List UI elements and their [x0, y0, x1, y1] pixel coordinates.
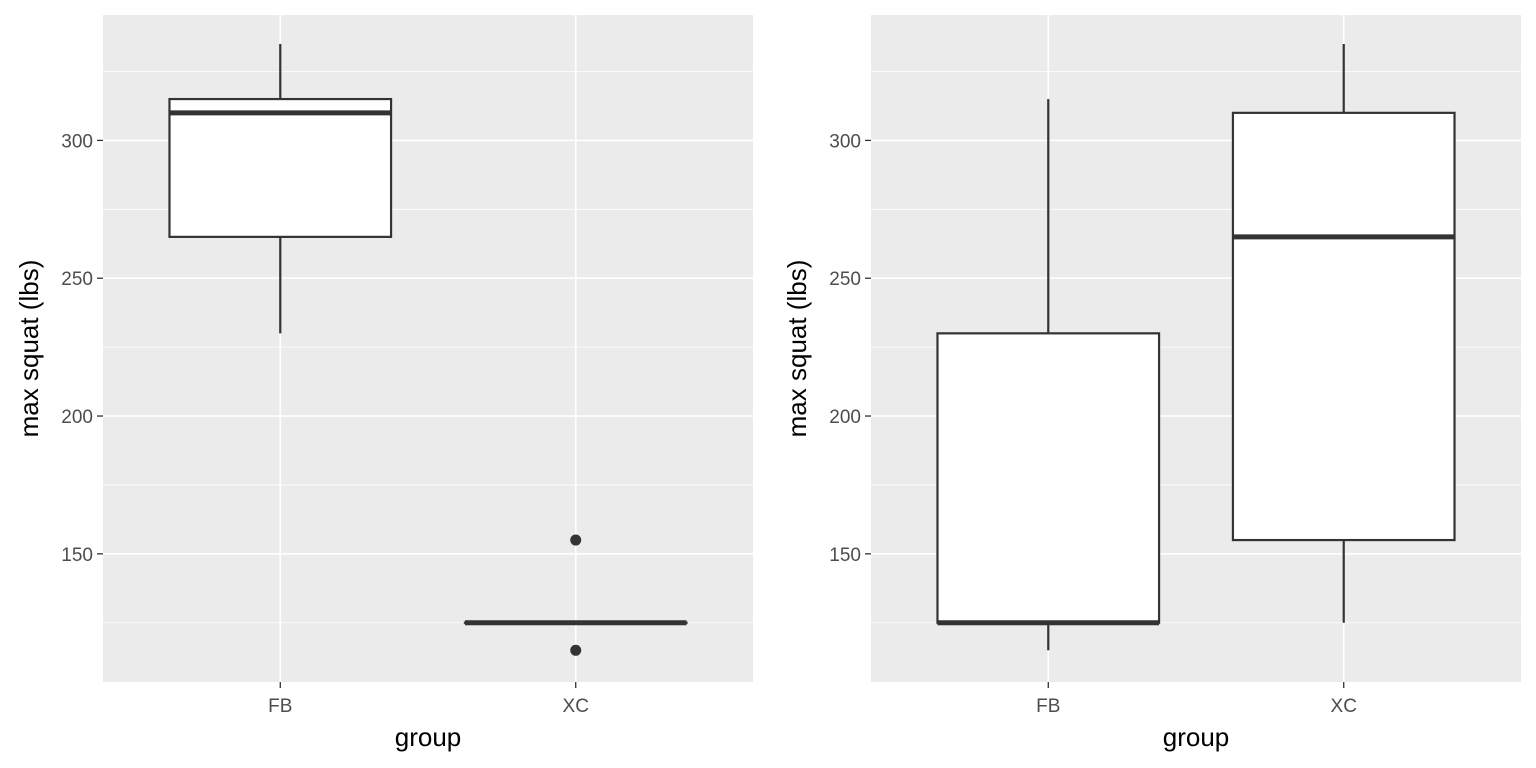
right-fb-box: [936, 332, 1161, 624]
left-xc-outlier-point: [570, 534, 582, 546]
right-box-marks: [936, 43, 1456, 651]
right-xc-box: [1231, 111, 1456, 542]
right-y-axis-title: max squat (lbs): [782, 260, 812, 438]
left-fb-box: [168, 97, 393, 238]
left-x-tick-label-xc: XC: [563, 696, 589, 717]
right-y-tick-label: 250: [829, 269, 861, 290]
left-y-tick-label: 150: [61, 545, 93, 566]
left-y-axis-ticks: 150 200 250 300: [61, 131, 103, 566]
left-y-tick-label: 250: [61, 269, 93, 290]
right-x-tick-label-xc: XC: [1331, 696, 1357, 717]
left-y-axis-title: max squat (lbs): [14, 260, 44, 438]
right-x-tick-label-fb: FB: [1036, 696, 1060, 717]
left-x-tick-label-fb: FB: [268, 696, 292, 717]
right-x-axis-ticks: FB XC: [1036, 682, 1357, 717]
left-xc-outlier-point: [570, 644, 582, 656]
right-y-tick-label: 200: [829, 407, 861, 428]
left-x-axis-title: group: [395, 722, 462, 752]
right-x-axis-title: group: [1163, 722, 1230, 752]
right-y-tick-label: 150: [829, 545, 861, 566]
left-box-marks: [168, 43, 688, 656]
right-panel: 150 200 250 300 FB XC group max squat (lbs): [782, 15, 1521, 752]
left-y-tick-label: 200: [61, 407, 93, 428]
left-x-axis-ticks: FB XC: [268, 682, 589, 717]
right-y-axis-ticks: 150 200 250 300: [829, 131, 871, 566]
right-y-tick-label: 300: [829, 131, 861, 152]
left-y-tick-label: 300: [61, 131, 93, 152]
left-panel: 150 200 250 300 FB XC group max squat (lbs): [14, 15, 753, 752]
